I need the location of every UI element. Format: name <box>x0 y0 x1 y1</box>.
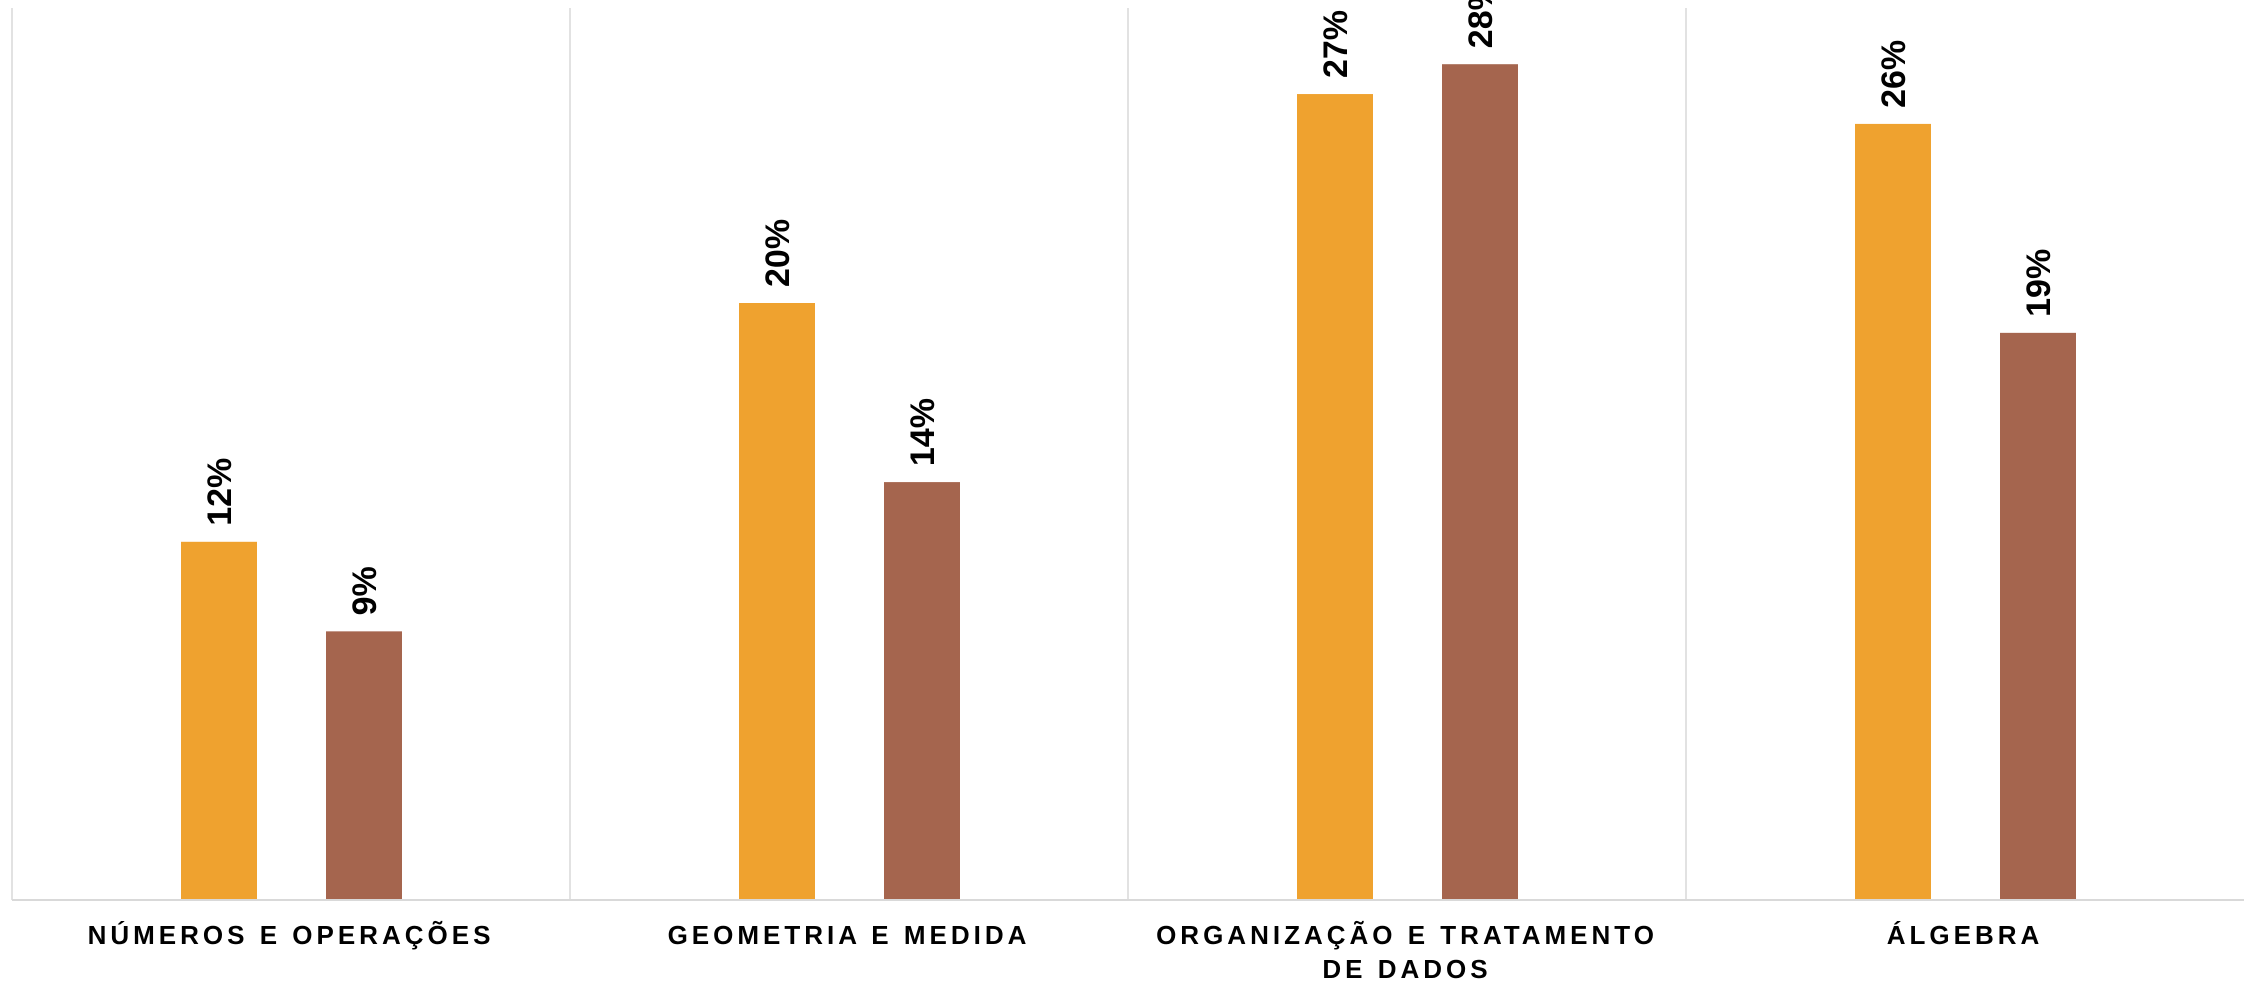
category-label: GEOMETRIA E MEDIDA <box>667 920 1031 950</box>
data-label: 28% <box>1462 0 1500 48</box>
bar-series1-cat2 <box>739 303 815 900</box>
bar-series2-cat3 <box>1442 64 1518 900</box>
data-label: 26% <box>1875 40 1913 108</box>
data-label: 27% <box>1317 10 1355 78</box>
bar-series2-cat4 <box>2000 332 2076 901</box>
data-label: 20% <box>759 219 797 287</box>
category-label: ÁLGEBRA <box>1886 920 2044 950</box>
data-labels: 12% 20% 27% 26% 9% 14% 28% 19% <box>201 0 2058 615</box>
data-label: 12% <box>201 458 239 526</box>
data-label: 19% <box>2020 249 2058 317</box>
category-label: NÚMEROS E OPERAÇÕES <box>87 920 495 950</box>
bar-series2-cat1 <box>326 631 402 900</box>
bars <box>181 64 2076 901</box>
category-separators <box>11 8 1687 900</box>
bar-series2-cat2 <box>884 482 960 900</box>
category-label: ORGANIZAÇÃO E TRATAMENTO DE DADOS <box>1156 920 1658 984</box>
bar-series1-cat1 <box>181 541 257 900</box>
bar-series1-cat3 <box>1297 94 1373 901</box>
bar-series1-cat4 <box>1855 123 1931 900</box>
data-label: 9% <box>346 566 384 615</box>
data-label: 14% <box>904 398 942 466</box>
